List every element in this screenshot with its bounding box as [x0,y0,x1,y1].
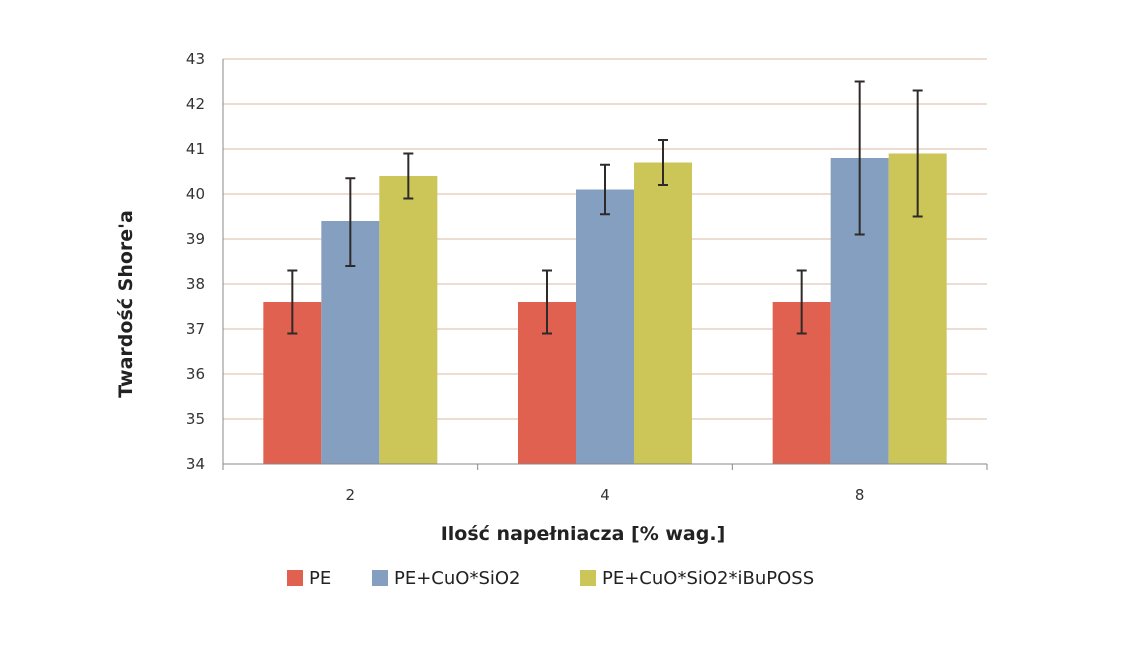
y-tick-label-42: 42 [186,95,205,113]
y-tick-label-37: 37 [186,320,205,338]
y-tick-label-38: 38 [186,275,205,293]
y-tick-label-36: 36 [186,365,205,383]
y-axis-ticks: 34 35 36 37 38 39 40 41 42 43 [186,50,205,473]
legend-label-PE+CuO*SiO2*iBuPOSS: PE+CuO*SiO2*iBuPOSS [602,568,814,589]
legend: PE PE+CuO*SiO2 PE+CuO*SiO2*iBuPOSS [287,568,814,589]
x-axis-title: Ilość napełniacza [% wag.] [441,523,726,545]
x-tick-label-4: 4 [600,486,610,504]
bar-PE+CuO*SiO2-4 [576,189,634,464]
legend-swatch-PE+CuO*SiO2 [372,570,388,586]
y-axis-title: Twardość Shore'a [115,210,137,398]
legend-swatch-PE+CuO*SiO2*iBuPOSS [580,570,596,586]
y-tick-label-35: 35 [186,410,205,428]
legend-label-PE: PE [309,568,331,589]
y-tick-label-41: 41 [186,140,205,158]
legend-swatch-PE [287,570,303,586]
x-axis-ticks: 2 4 8 [346,486,865,504]
x-tick-label-8: 8 [855,486,865,504]
bar-PE+CuO*SiO2*iBuPOSS-4 [634,162,692,464]
legend-label-PE+CuO*SiO2: PE+CuO*SiO2 [394,568,521,589]
y-tick-label-39: 39 [186,230,205,248]
y-tick-label-40: 40 [186,185,205,203]
y-tick-label-34: 34 [186,455,205,473]
bar-PE+CuO*SiO2*iBuPOSS-2 [379,176,438,464]
y-tick-label-43: 43 [186,50,205,68]
axes [222,59,988,470]
x-tick-label-2: 2 [346,486,356,504]
error-bars [287,80,923,335]
